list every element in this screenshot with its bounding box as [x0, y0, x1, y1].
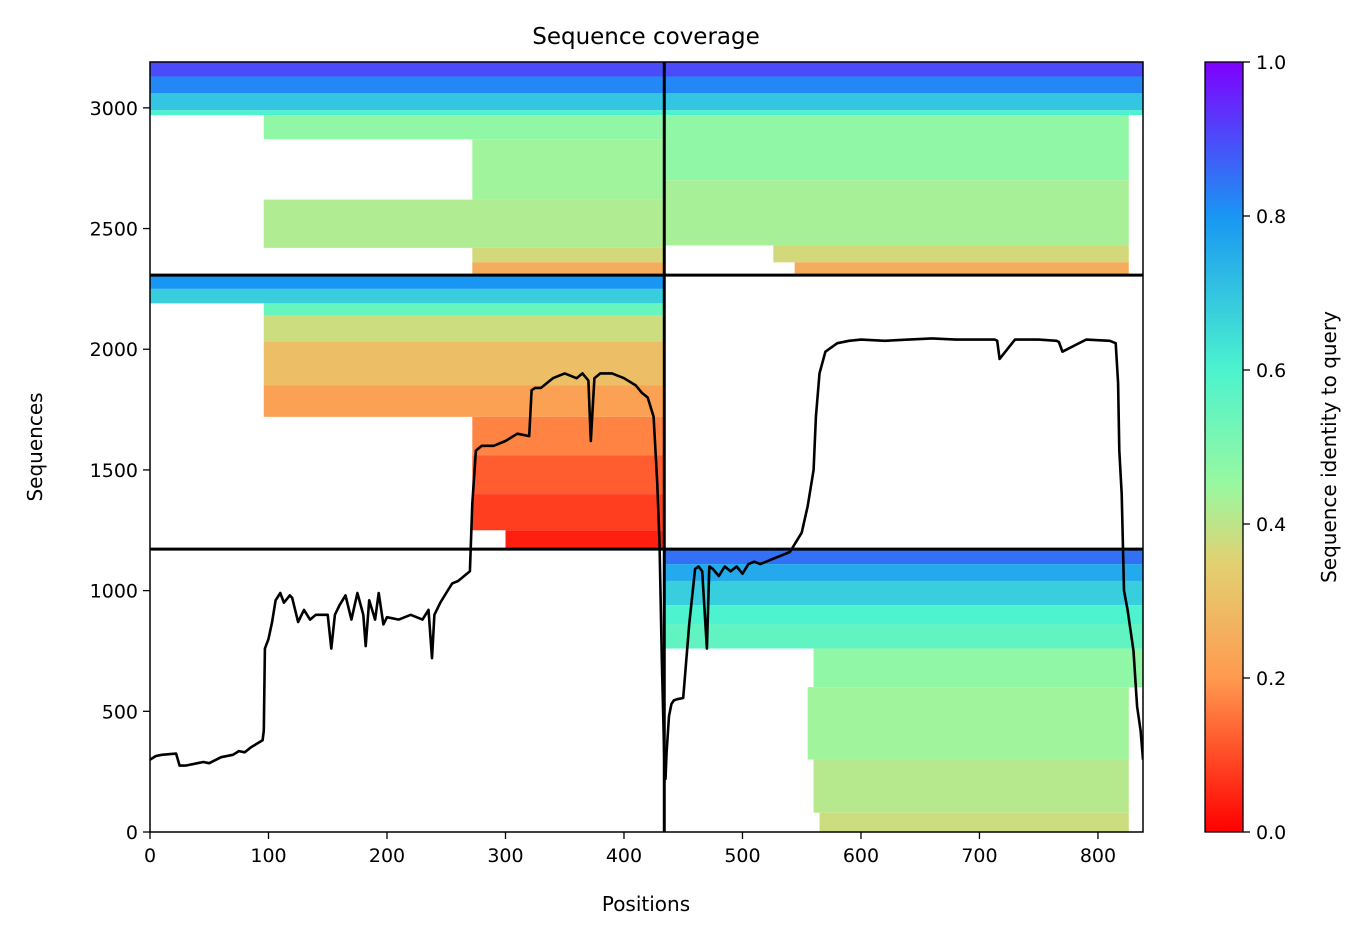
colorbar-tick-label: 0.2 [1256, 668, 1286, 690]
identity-band [664, 564, 1143, 581]
y-tick-label: 3000 [90, 98, 138, 120]
identity-band [664, 624, 1143, 649]
identity-band [150, 275, 665, 289]
identity-band [263, 315, 665, 342]
x-axis: 0 100 200 300 400 500 600 700 800 [144, 832, 1116, 867]
colorbar-gradient [1204, 61, 1244, 833]
y-tick-label: 500 [102, 701, 138, 723]
x-tick-label: 100 [250, 845, 286, 867]
identity-band [150, 93, 665, 111]
colorbar-tick-label: 0.8 [1256, 206, 1286, 228]
coverage-line-group [150, 337, 1143, 781]
identity-band [263, 303, 665, 316]
x-tick-label: 500 [724, 845, 760, 867]
chart-title: Sequence coverage [532, 24, 760, 50]
colorbar-tick-label: 1.0 [1256, 52, 1286, 74]
identity-band [472, 262, 665, 276]
y-axis-label: Sequences [23, 392, 47, 501]
identity-band [664, 605, 1143, 625]
x-tick-label: 700 [961, 845, 997, 867]
identity-band [664, 115, 1129, 181]
x-tick-label: 200 [369, 845, 405, 867]
identity-band [150, 62, 665, 77]
identity-band [150, 288, 665, 304]
identity-band [794, 262, 1129, 276]
identity-band [664, 62, 1143, 77]
y-tick-label: 2500 [90, 219, 138, 241]
coverage-block-chain1-self [150, 62, 665, 276]
x-tick-label: 400 [606, 845, 642, 867]
identity-band [263, 199, 665, 248]
identity-band [263, 115, 665, 140]
identity-band [472, 455, 665, 495]
identity-band [472, 139, 665, 200]
coverage-block-chain2-chain1 [150, 275, 665, 550]
y-tick-label: 1000 [90, 581, 138, 603]
identity-band [773, 245, 1129, 263]
identity-band [263, 342, 665, 386]
y-tick-label: 0 [126, 822, 138, 844]
colorbar-tick-label: 0.6 [1256, 360, 1286, 382]
identity-band [150, 110, 665, 116]
identity-band [819, 812, 1129, 832]
y-tick-label: 1500 [90, 460, 138, 482]
identity-band [664, 110, 1143, 116]
coverage-block-chain1-chain2 [664, 62, 1143, 276]
identity-band [664, 580, 1143, 606]
x-tick-label: 300 [487, 845, 523, 867]
x-tick-label: 600 [843, 845, 879, 867]
colorbar-tick-label: 0.0 [1256, 822, 1286, 844]
coverage-line [150, 337, 1143, 781]
x-axis-label: Positions [602, 892, 690, 916]
identity-band [664, 93, 1143, 111]
x-tick-label: 800 [1080, 845, 1116, 867]
identity-band [664, 180, 1129, 246]
colorbar-ticks: 0.0 0.2 0.4 0.6 0.8 1.0 [1243, 52, 1286, 844]
identity-band [472, 247, 665, 263]
identity-band [505, 530, 665, 550]
plot-frame [149, 61, 1144, 833]
chain-boundaries [150, 62, 1143, 832]
colorbar: 0.0 0.2 0.4 0.6 0.8 1.0 Sequence identity to … [1204, 52, 1341, 844]
x-tick-label: 0 [144, 845, 156, 867]
identity-band [807, 687, 1129, 760]
coverage-block-chain2-self [664, 549, 1143, 832]
y-tick-label: 2000 [90, 339, 138, 361]
identity-band [813, 759, 1129, 813]
y-axis: 0 500 1000 1500 2000 2500 3000 [90, 98, 150, 844]
identity-band [263, 385, 665, 417]
identity-band [664, 549, 1143, 565]
coverage-heatmap [150, 62, 1143, 832]
colorbar-label: Sequence identity to query [1317, 311, 1341, 583]
identity-band [472, 416, 665, 456]
identity-band [813, 648, 1143, 688]
identity-band [150, 76, 665, 94]
identity-band [664, 76, 1143, 94]
identity-band [472, 494, 665, 531]
colorbar-tick-label: 0.4 [1256, 514, 1286, 536]
